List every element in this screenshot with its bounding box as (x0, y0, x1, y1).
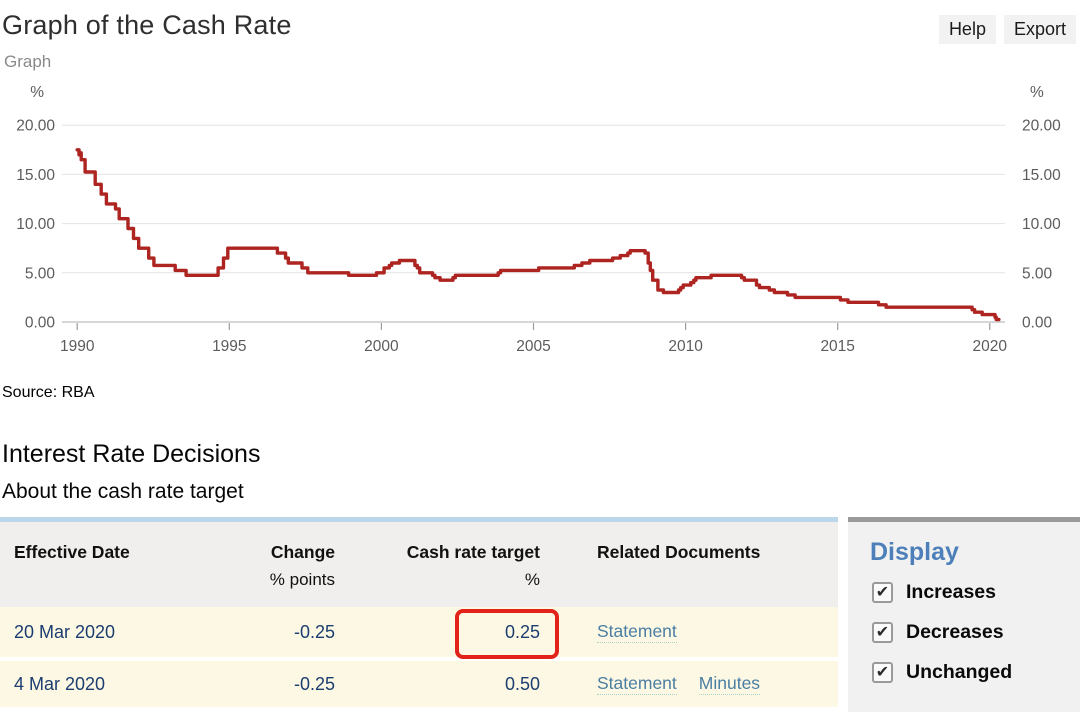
svg-text:1995: 1995 (212, 338, 246, 355)
column-header-change: Change % points (200, 538, 335, 593)
svg-text:20.00: 20.00 (16, 118, 55, 135)
graph-section-label: Graph (4, 52, 52, 71)
statement-link[interactable]: Statement (597, 621, 677, 644)
svg-text:2000: 2000 (364, 338, 399, 355)
svg-text:1990: 1990 (60, 338, 95, 355)
svg-text:2020: 2020 (973, 338, 1008, 355)
svg-text:0.00: 0.00 (1022, 315, 1053, 332)
display-panel: Display ✔ Increases ✔ Decreases ✔ Unchan… (848, 517, 1080, 712)
cash-rate-chart: 1990 1995 2000 2005 2010 2015 2020 0.00 0.00 5.00… (16, 84, 1061, 355)
decreases-checkbox[interactable]: ✔ (872, 622, 893, 643)
column-header-effective-date: Effective Date (14, 542, 130, 562)
display-option-unchanged: ✔ Unchanged (872, 661, 1080, 684)
svg-text:20.00: 20.00 (1022, 118, 1061, 135)
display-option-increases: ✔ Increases (872, 581, 1080, 604)
cash-rate-target-cell: 0.25 (335, 608, 559, 659)
related-documents-cell: Statement Minutes (545, 673, 838, 696)
decisions-heading: Interest Rate Decisions (2, 440, 261, 468)
column-subheader-target-units: % (524, 570, 540, 589)
unchanged-checkbox[interactable]: ✔ (872, 662, 893, 683)
svg-text:5.00: 5.00 (1022, 265, 1053, 282)
table-header-row: Effective Date Change % points Cash rate… (0, 522, 838, 608)
decisions-subheading: About the cash rate target (2, 480, 244, 503)
change-cell: -0.25 (293, 621, 335, 642)
decisions-table: Effective Date Change % points Cash rate… (0, 517, 838, 708)
svg-text:10.00: 10.00 (1022, 216, 1061, 233)
increases-label: Increases (906, 581, 996, 603)
display-panel-heading: Display (870, 538, 959, 566)
svg-text:%: % (30, 84, 44, 101)
svg-text:%: % (1030, 84, 1044, 101)
increases-checkbox[interactable]: ✔ (872, 582, 893, 603)
column-header-cash-rate-target: Cash rate target % (335, 538, 545, 593)
unchanged-label: Unchanged (906, 661, 1013, 683)
svg-text:10.00: 10.00 (16, 216, 55, 233)
svg-text:5.00: 5.00 (25, 265, 56, 282)
column-header-related-documents: Related Documents (597, 542, 761, 562)
column-subheader-change-units: % points (269, 570, 335, 589)
top-buttons: Help Export (938, 15, 1076, 44)
related-documents-cell: Statement (545, 621, 838, 644)
decreases-label: Decreases (906, 621, 1004, 643)
cash-rate-target-cell: 0.50 (504, 673, 540, 694)
effective-date-cell: 4 Mar 2020 (14, 673, 106, 694)
svg-text:2015: 2015 (820, 338, 854, 355)
export-button[interactable]: Export (1003, 15, 1076, 44)
change-cell: -0.25 (293, 673, 335, 694)
chart-source: Source: RBA (2, 384, 95, 401)
table-row: 20 Mar 2020 -0.25 0.25 Statement (0, 607, 838, 659)
display-option-decreases: ✔ Decreases (872, 621, 1080, 644)
table-row: 4 Mar 2020 -0.25 0.50 Statement Minutes (0, 657, 838, 708)
svg-text:2005: 2005 (516, 338, 550, 355)
page-title: Graph of the Cash Rate (2, 10, 292, 40)
svg-text:15.00: 15.00 (1022, 167, 1061, 184)
minutes-link[interactable]: Minutes (698, 673, 761, 696)
svg-text:0.00: 0.00 (25, 315, 56, 332)
svg-text:15.00: 15.00 (16, 167, 55, 184)
svg-text:2010: 2010 (668, 338, 703, 355)
statement-link[interactable]: Statement (597, 673, 677, 696)
effective-date-cell: 20 Mar 2020 (14, 621, 116, 642)
help-button[interactable]: Help (938, 15, 996, 44)
